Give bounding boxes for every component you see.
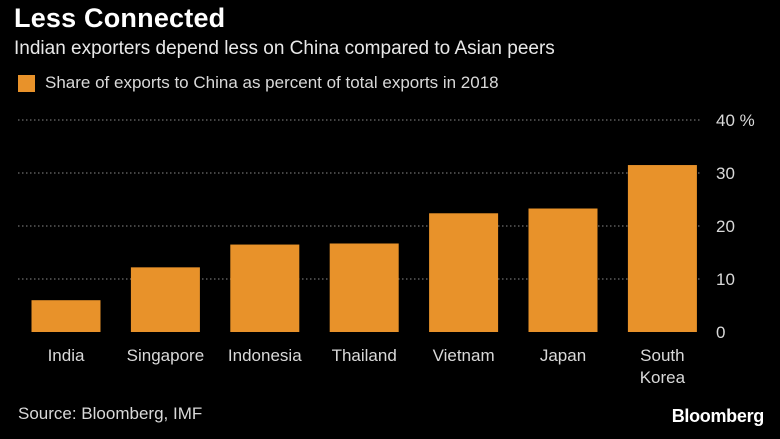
bars [31,165,697,332]
bloomberg-logo: Bloomberg [671,406,765,426]
y-tick-label: 40 % [716,111,755,130]
legend: Share of exports to China as percent of … [18,73,499,93]
bar-south-korea [627,165,697,332]
x-tick-label: India [48,346,85,365]
bar-thailand [329,243,399,332]
x-tick-label: Thailand [332,346,397,365]
legend-swatch [18,74,35,92]
y-tick-label: 20 [716,217,735,236]
x-tick-label: Vietnam [433,346,495,365]
source-note: Source: Bloomberg, IMF [18,404,203,423]
y-axis-ticks: 0 10 20 30 40 % [716,111,755,342]
bar-japan [528,208,598,332]
y-tick-label: 0 [716,323,725,342]
legend-label: Share of exports to China as percent of … [45,73,499,92]
x-tick-label: Singapore [127,346,205,365]
x-axis-labels: India Singapore Indonesia Thailand Vietnam Ja… [48,346,686,387]
bar-singapore [130,267,200,332]
y-tick-label: 10 [716,270,735,289]
chart-subtitle: Indian exporters depend less on China co… [14,38,555,59]
bar-vietnam [429,213,499,332]
x-tick-label: Indonesia [228,346,302,365]
x-tick-label: South Korea [640,346,686,387]
chart-title: Less Connected [14,3,226,33]
bar-india [31,300,101,332]
bar-indonesia [230,244,300,332]
x-tick-label: Japan [540,346,586,365]
y-tick-label: 30 [716,164,735,183]
